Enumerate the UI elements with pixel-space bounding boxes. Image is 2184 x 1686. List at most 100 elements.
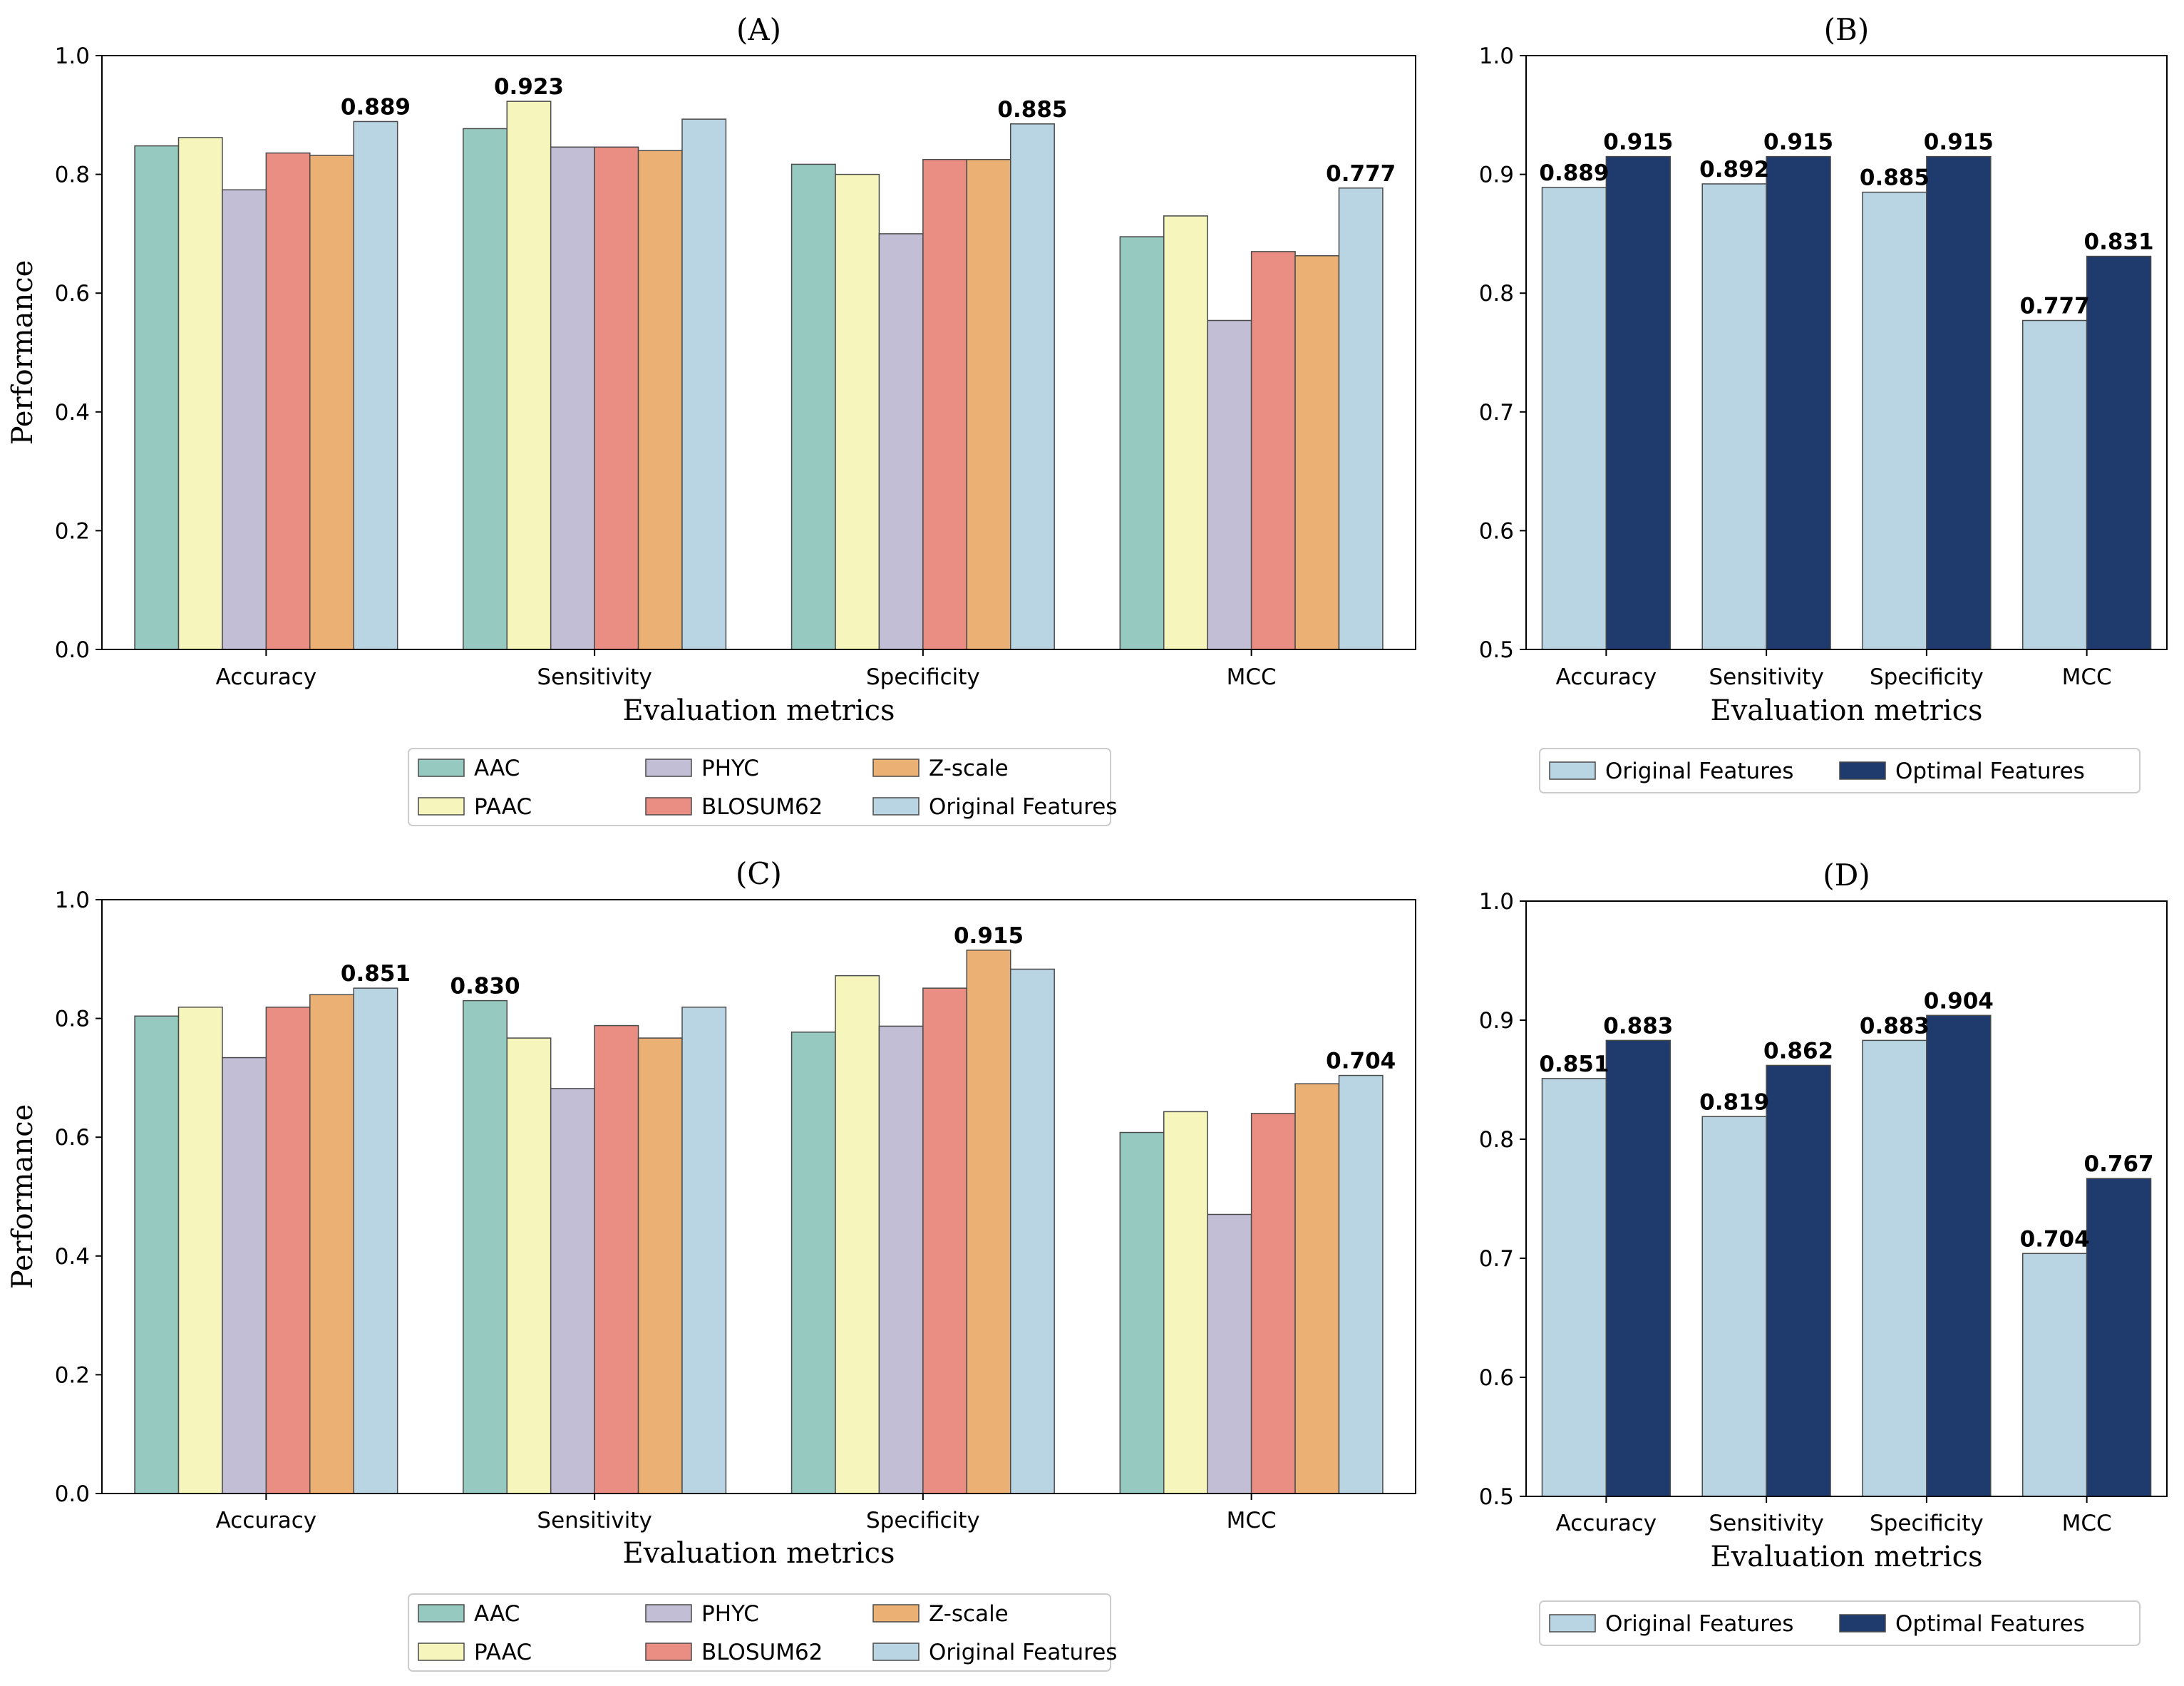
panel-d-ytick-label: 0.7	[1479, 1246, 1514, 1272]
panel-c-bar-mcc-phyc	[1207, 1213, 1252, 1494]
panel-c-axes-frame	[101, 899, 1416, 1494]
panel-a-bar-sensitivity-blosum62	[594, 146, 639, 650]
panel-b-value-label-mcc-original-features: 0.777	[2020, 294, 2090, 319]
panel-a-bar-specificity-original-features	[1009, 123, 1055, 650]
panel-b-legend-swatch-original-features	[1549, 761, 1596, 780]
panel-b-title: (B)	[1824, 12, 1870, 47]
panel-b-ytick-label: 0.8	[1479, 281, 1514, 307]
panel-b: (B)0.8890.9150.8920.9150.8850.9150.7770.…	[1479, 12, 2168, 793]
panel-a-legend-swatch-aac	[418, 759, 465, 777]
panel-d-bar-specificity-optimal-features	[1926, 1014, 1992, 1497]
panel-c-ytick-label: 0.6	[55, 1125, 90, 1151]
panel-d-ytick-label: 0.5	[1479, 1484, 1514, 1510]
panel-d-bar-mcc-optimal-features	[2086, 1178, 2152, 1497]
panel-a-xtick-label-sensitivity: Sensitivity	[537, 664, 651, 690]
panel-d-xlabel: Evaluation metrics	[1711, 1541, 1983, 1573]
panel-d-legend: Original Features Optimal Features	[1539, 1600, 2141, 1646]
panel-a-legend-swatch-paac	[418, 797, 465, 816]
panel-c-bar-sensitivity-blosum62	[594, 1024, 639, 1494]
panel-a-bar-mcc-original-features	[1338, 187, 1384, 650]
panel-d-bar-accuracy-original-features	[1541, 1078, 1607, 1497]
panel-d-bar-sensitivity-optimal-features	[1766, 1064, 1831, 1497]
panel-a-bar-sensitivity-original-features	[681, 118, 727, 650]
panel-c-bar-mcc-blosum62	[1250, 1113, 1296, 1494]
panel-a-value-label-specificity-original-features: 0.885	[997, 97, 1067, 123]
panel-d-title: (D)	[1823, 858, 1870, 893]
panel-c-value-label-specificity-z-scale: 0.915	[954, 923, 1024, 949]
panel-c-legend-swatch-paac	[418, 1643, 465, 1661]
panel-b-bar-accuracy-original-features	[1541, 187, 1607, 650]
panel-b-bar-sensitivity-original-features	[1701, 183, 1767, 650]
panel-b-ytick-label: 0.5	[1479, 637, 1514, 663]
panel-d-legend-swatch-original-features	[1549, 1614, 1596, 1633]
panel-b-legend: Original Features Optimal Features	[1539, 748, 2141, 793]
panel-a: (A) 0.889 0.923 0.885 0.777 0.0 0.2 0.4 0.6 0.8 1.…	[6, 12, 1416, 826]
panel-a-ylabel: Performance	[6, 260, 39, 446]
panel-c-legend-label-original-features: Original Features	[929, 1640, 1117, 1665]
panel-a-ytick-label: 0.4	[55, 400, 90, 426]
panel-a-ytick-label: 0.0	[55, 637, 90, 663]
panel-a-bar-mcc-blosum62	[1250, 251, 1296, 650]
panel-c-ytick-label: 0.8	[55, 1007, 90, 1032]
panel-a-legend-swatch-blosum62	[645, 797, 692, 816]
panel-d-ytick-label: 1.0	[1479, 889, 1514, 915]
panel-c-bar-accuracy-blosum62	[265, 1007, 311, 1494]
panel-a-ytick-label: 0.8	[55, 163, 90, 188]
panel-a-xtick-label-specificity: Specificity	[866, 664, 980, 690]
panel-c-bar-accuracy-paac	[177, 1007, 223, 1494]
panel-c-value-label-mcc-original-features: 0.704	[1326, 1049, 1396, 1074]
panel-c-bar-sensitivity-paac	[506, 1037, 552, 1494]
panel-d-legend-label-original-features: Original Features	[1605, 1611, 1793, 1637]
panel-a-bar-specificity-phyc	[878, 233, 924, 650]
panel-a-ytick-label: 1.0	[55, 43, 90, 69]
panel-b-legend-swatch-optimal-features	[1839, 761, 1886, 780]
panel-b-bar-mcc-optimal-features	[2086, 255, 2152, 650]
panel-c-bar-sensitivity-phyc	[550, 1088, 595, 1494]
panel-c-bar-specificity-paac	[835, 975, 880, 1494]
panel-c-value-label-sensitivity-aac: 0.830	[450, 974, 520, 999]
panel-a-bar-specificity-paac	[835, 173, 880, 650]
panel-a-bar-mcc-aac	[1119, 236, 1165, 650]
panel-b-xtick-label-sensitivity: Sensitivity	[1709, 664, 1823, 690]
panel-c-xlabel: Evaluation metrics	[623, 1537, 895, 1570]
panel-b-legend-label-original-features: Original Features	[1605, 759, 1793, 784]
panel-a-bar-accuracy-phyc	[222, 189, 267, 650]
panel-c-legend: AAC PAAC PHYC BLOSUM62 Z-scale Original Featu…	[408, 1593, 1117, 1672]
panel-b-bar-specificity-optimal-features	[1926, 155, 1992, 650]
panel-a-xtick-label-accuracy: Accuracy	[216, 664, 317, 690]
panel-a-xlabel: Evaluation metrics	[623, 694, 895, 727]
panel-b-bar-specificity-original-features	[1862, 191, 1927, 650]
panel-c-bar-mcc-aac	[1119, 1131, 1165, 1494]
panel-c-bar-accuracy-phyc	[222, 1057, 267, 1494]
panel-a-bar-specificity-z-scale	[966, 159, 1011, 650]
panel-a-legend-swatch-original-features	[872, 797, 920, 816]
panel-b-xtick-label-mcc: MCC	[2062, 664, 2112, 690]
panel-d-value-label-mcc-original-features: 0.704	[2020, 1226, 2090, 1252]
panel-a-bar-specificity-aac	[790, 163, 836, 650]
panel-b-ytick-label: 0.7	[1479, 400, 1514, 426]
panel-c-bar-accuracy-original-features	[353, 987, 398, 1494]
panel-a-legend-frame	[408, 748, 1111, 826]
panel-a-bar-sensitivity-paac	[506, 101, 552, 650]
panel-c: (C) 0.851 0.830 0.915 0.704 0.0 0.2 0.4 0.6 0.8 1.…	[6, 856, 1416, 1672]
panel-d-axes-frame	[1525, 900, 2168, 1497]
panel-c-bar-specificity-aac	[790, 1032, 836, 1494]
panel-c-bar-specificity-original-features	[1009, 968, 1055, 1494]
panel-c-legend-label-blosum62: BLOSUM62	[701, 1640, 823, 1665]
panel-c-legend-swatch-z-scale	[872, 1604, 920, 1623]
panel-c-ytick-label: 0.4	[55, 1244, 90, 1270]
panel-a-bar-mcc-z-scale	[1294, 255, 1340, 650]
panel-c-ytick-label: 0.2	[55, 1362, 90, 1388]
panel-a-bar-sensitivity-aac	[463, 128, 508, 650]
panel-c-legend-label-phyc: PHYC	[701, 1601, 759, 1627]
panel-c-legend-label-paac: PAAC	[474, 1640, 532, 1665]
panel-c-xtick-label-mcc: MCC	[1227, 1508, 1277, 1533]
panel-c-legend-label-aac: AAC	[474, 1601, 520, 1627]
panel-d-value-label-specificity-optimal-features: 0.904	[1924, 988, 1994, 1014]
panel-d-bar-accuracy-optimal-features	[1605, 1039, 1672, 1497]
panel-b-value-label-mcc-optimal-features: 0.831	[2084, 230, 2154, 255]
panel-d-value-label-specificity-original-features: 0.883	[1860, 1013, 1930, 1039]
panel-a-value-label-mcc-original-features: 0.777	[1326, 161, 1396, 187]
panel-a-value-label-sensitivity-paac: 0.923	[494, 74, 564, 100]
